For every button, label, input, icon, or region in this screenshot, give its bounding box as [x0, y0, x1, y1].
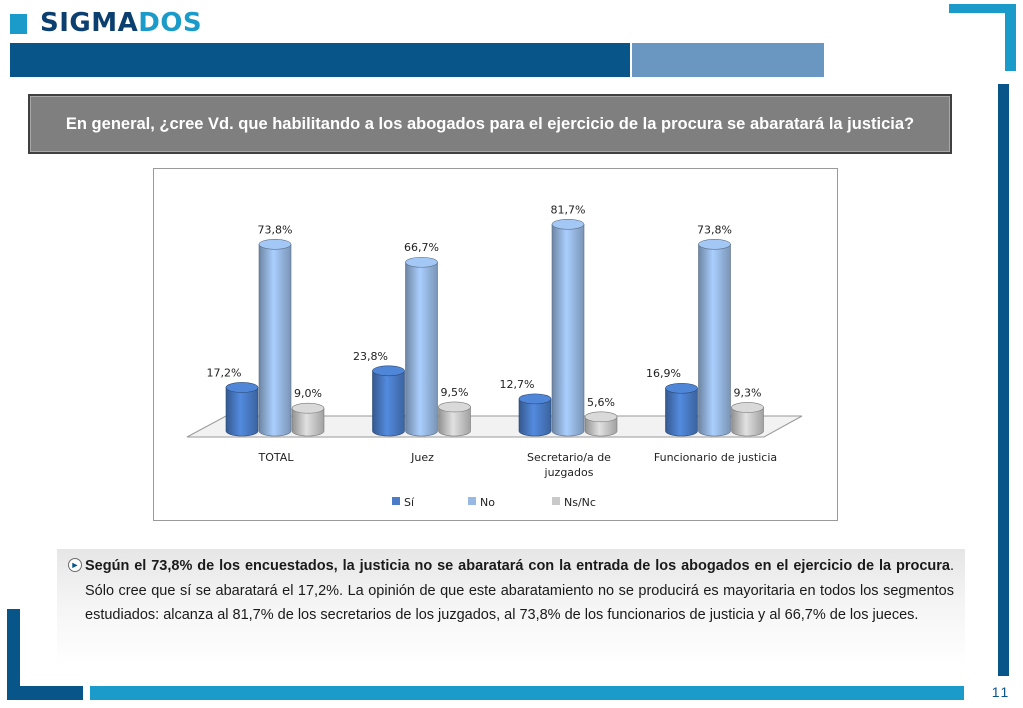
bar-top-no-3 [698, 238, 731, 250]
bar-top-s-3 [665, 382, 698, 394]
header-band-dark [10, 43, 630, 77]
bar-s-1 [372, 370, 405, 437]
question-box: En general, ¿cree Vd. que habilitando a … [28, 94, 952, 154]
category-label: Juez [410, 451, 434, 464]
left-side-bar [7, 609, 20, 689]
footer-bar-light [90, 686, 964, 700]
data-label: 9,3% [734, 386, 762, 399]
data-label: 9,0% [294, 387, 322, 400]
data-label: 5,6% [587, 396, 615, 409]
legend-swatch [552, 497, 560, 505]
bar-top-nsnc-2 [584, 411, 618, 423]
arrow-bullet-icon: ► [68, 558, 82, 572]
data-label: 81,7% [551, 203, 586, 216]
legend-label: Sí [404, 496, 415, 509]
summary-text: Según el 73,8% de los encuestados, la ju… [85, 554, 954, 628]
legend-swatch [392, 497, 400, 505]
summary-bold: Según el 73,8% de los encuestados, la ju… [85, 558, 950, 574]
footer-bar-dark [7, 686, 83, 700]
header-band-light [632, 43, 824, 77]
bar-chart: 17,2% 73,8% 9,0% TOTAL 23,8% 66,7% 9,5% Juez 12,… [186, 203, 803, 509]
data-label: 73,8% [697, 223, 732, 236]
bar-top-no-1 [405, 256, 438, 268]
bar-s-0 [225, 387, 259, 437]
bar-no-3 [698, 243, 731, 437]
data-label: 9,5% [441, 386, 469, 399]
data-label: 16,9% [646, 367, 681, 380]
data-label: 12,7% [500, 378, 535, 391]
bar-s-2 [518, 398, 552, 437]
right-side-bar [998, 84, 1009, 676]
data-label: 66,7% [404, 241, 439, 254]
bar-top-nsnc-1 [438, 401, 471, 413]
category-label: Secretario/a de [527, 451, 611, 464]
data-label: 17,2% [207, 366, 242, 379]
logo-square [10, 14, 27, 34]
data-label: 23,8% [353, 350, 388, 363]
bar-top-no-0 [258, 238, 292, 250]
logo: SIGMADOS [40, 8, 202, 38]
summary-panel [57, 549, 965, 665]
chart-frame: 17,2% 73,8% 9,0% TOTAL 23,8% 66,7% 9,5% Juez 12,… [153, 168, 838, 521]
bar-no-1 [405, 261, 438, 437]
logo-part1: SIGMA [40, 8, 139, 38]
bar-top-s-2 [518, 393, 552, 405]
question-text: En general, ¿cree Vd. que habilitando a … [65, 114, 915, 133]
bar-nsnc-3 [731, 407, 764, 437]
bar-no-0 [258, 243, 292, 437]
category-label: juzgados [544, 466, 594, 479]
legend-label: Ns/Nc [564, 496, 596, 509]
corner-bracket-top [949, 4, 1016, 13]
bar-nsnc-1 [438, 406, 471, 437]
logo-part2: DOS [138, 8, 203, 38]
data-label: 73,8% [258, 223, 293, 236]
bar-no-2 [551, 223, 585, 437]
bar-top-s-0 [225, 382, 259, 393]
page-number: 11 [991, 684, 1011, 700]
bar-top-nsnc-0 [291, 402, 325, 414]
bar-nsnc-0 [291, 407, 325, 437]
corner-bracket-right [1005, 4, 1016, 71]
bar-nsnc-2 [584, 416, 618, 437]
category-label: TOTAL [258, 451, 295, 464]
summary-rest: . Sólo cree que sí se abaratará el 17,2%… [85, 558, 954, 623]
bar-top-nsnc-3 [731, 402, 764, 413]
bar-top-no-2 [551, 218, 585, 230]
category-label: Funcionario de justicia [654, 451, 777, 464]
legend-swatch [468, 497, 476, 505]
bar-s-3 [665, 387, 698, 437]
legend-label: No [480, 496, 495, 509]
bar-top-s-1 [372, 365, 405, 377]
